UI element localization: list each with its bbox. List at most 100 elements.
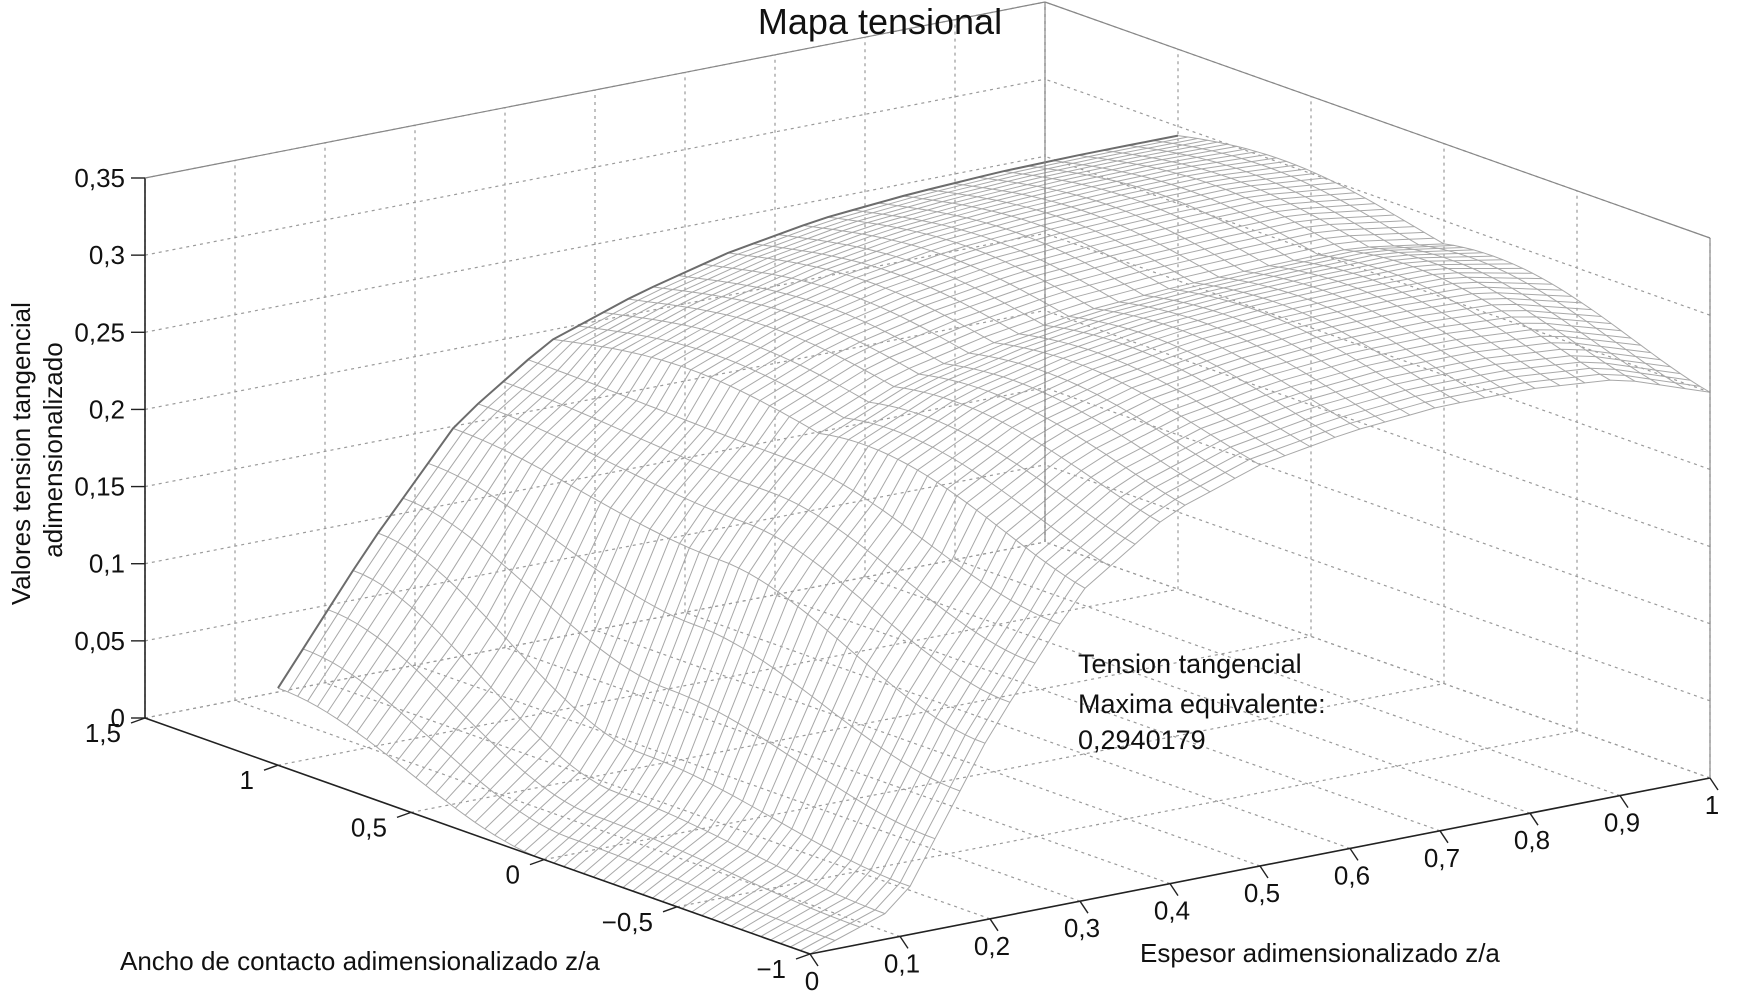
x-tick-label: 0,2 [974, 931, 1010, 961]
mesh-line [297, 138, 1198, 697]
x-tick-label: 1 [1705, 790, 1719, 820]
mesh-line [652, 281, 1553, 899]
grid-line [234, 699, 901, 937]
grid-line [676, 730, 1578, 908]
z-tick-label: 0,05 [74, 626, 125, 656]
grid-line [414, 664, 1081, 902]
mesh-line [402, 497, 936, 840]
grid-line [144, 78, 1046, 256]
x-tick-label: 0,3 [1064, 913, 1100, 943]
grid-line [144, 155, 1046, 333]
x-tick-mark [989, 918, 999, 932]
grid-line [684, 611, 1351, 849]
mesh-line [302, 648, 836, 941]
y-tick-label: 0 [506, 860, 520, 890]
z-axis-label-line-2: adimensionalizado [38, 342, 68, 557]
x-tick-mark [1709, 777, 1719, 791]
mesh-line [427, 462, 961, 792]
mesh-line [552, 338, 1086, 589]
x-tick-label: 0,7 [1424, 843, 1460, 873]
mesh-line [952, 183, 1486, 399]
y-tick-mark [795, 953, 811, 960]
z-tick-label: 0,3 [89, 240, 125, 270]
tick-labels: 0 0,05 0,1 0,15 0,2 0,25 0,3 0,35 1,5 1 0,5 0 −0,5 −1… [74, 163, 1719, 996]
x-tick-mark [1619, 795, 1629, 808]
mesh-line [661, 286, 1563, 903]
mesh-line [721, 322, 1622, 923]
mesh-line [702, 263, 1236, 479]
x-tick-label: 0,5 [1244, 878, 1280, 908]
x-tick-label: 0,9 [1604, 808, 1640, 838]
mesh-line [740, 335, 1642, 930]
x-tick-label: 0,6 [1334, 860, 1370, 890]
z-tick-label: 0 [111, 703, 125, 733]
x-tick-label: 0,1 [884, 948, 920, 978]
mesh-line [477, 403, 1011, 703]
mesh-line [377, 532, 911, 887]
annotation-line-1: Tension tangencial [1078, 649, 1302, 679]
mesh-line [577, 325, 1111, 567]
mesh-line [877, 202, 1411, 416]
grid-line [543, 683, 1445, 861]
mesh-line [752, 243, 1286, 457]
x-tick-label: 0 [805, 966, 819, 992]
grid-line [1044, 78, 1711, 316]
mesh-line [671, 292, 1573, 906]
grid-line [1044, 155, 1711, 393]
mesh-line [533, 237, 1435, 857]
mesh-line [316, 141, 1218, 707]
mesh-line [352, 570, 886, 915]
back-wall-grid [144, 1, 1711, 955]
mesh-line [730, 329, 1632, 927]
x-tick-mark [1529, 812, 1539, 826]
surface-ridge [277, 134, 1179, 689]
x-tick-mark [1439, 830, 1449, 844]
mesh-line [927, 189, 1461, 404]
y-axis-line [144, 717, 811, 955]
y-tick-label: 1,5 [85, 718, 121, 748]
grid-line [324, 682, 991, 920]
y-tick-label: −0,5 [602, 907, 653, 937]
x-axis-label: Espesor adimensionalizado z/a [1140, 938, 1500, 968]
grid-line [277, 588, 1179, 766]
z-tick-label: 0,35 [74, 163, 125, 193]
x-tick-mark [1349, 848, 1359, 861]
grid-line [144, 464, 1046, 642]
grid-line [1044, 232, 1711, 470]
mesh-line [277, 135, 1179, 689]
annotation-line-2: Maxima equivalente: [1078, 689, 1326, 719]
grid-line [594, 629, 1261, 867]
y-tick-mark [396, 811, 412, 819]
grid-line [1044, 387, 1711, 625]
y-tick-label: −1 [756, 954, 786, 984]
mesh-line [977, 176, 1511, 394]
x-tick-label: 0,8 [1514, 825, 1550, 855]
grid-line [504, 647, 1171, 885]
mesh-line [1127, 144, 1661, 386]
mesh-line [452, 427, 986, 744]
mesh-line [527, 359, 1061, 625]
box-edge [1044, 1, 1711, 239]
mesh-line [1027, 165, 1561, 387]
mesh-line [652, 286, 1186, 506]
mesh-line [1002, 170, 1536, 389]
mesh-line [502, 381, 1036, 664]
mesh-line [777, 234, 1311, 447]
box-edge [144, 1, 1046, 179]
z-tick-label: 0,1 [89, 549, 125, 579]
y-tick-mark [662, 906, 678, 913]
y-tick-mark [130, 717, 146, 724]
x-tick-mark [1169, 883, 1179, 896]
grid-line [1044, 464, 1711, 702]
grid-line [954, 559, 1621, 797]
grid-line [144, 387, 1046, 565]
x-tick-mark [899, 936, 909, 949]
chart-title: Mapa tensional [758, 1, 1002, 42]
y-tick-mark [263, 764, 279, 771]
z-tick-label: 0,25 [74, 317, 125, 347]
mesh-line [1077, 154, 1611, 381]
mesh-line [1102, 149, 1636, 382]
mesh-line [802, 224, 1336, 438]
